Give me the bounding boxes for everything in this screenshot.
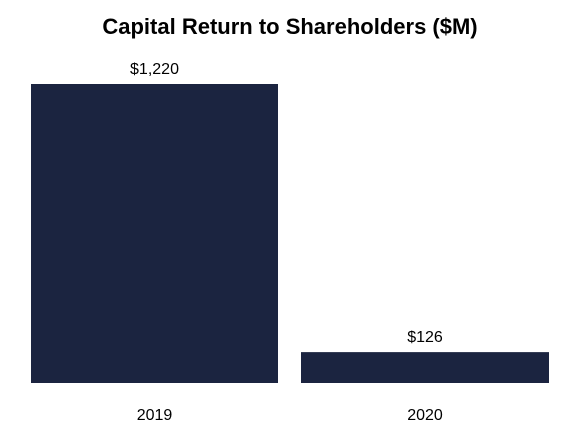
bar-2020 (301, 352, 549, 383)
chart-title: Capital Return to Shareholders ($M) (102, 14, 478, 39)
x-tick-label-2019: 2019 (137, 407, 173, 424)
data-label-2019: $1,220 (130, 61, 179, 78)
x-tick-label-2020: 2020 (407, 407, 443, 424)
data-label-2020: $126 (407, 329, 443, 346)
bar-2019 (31, 84, 278, 383)
